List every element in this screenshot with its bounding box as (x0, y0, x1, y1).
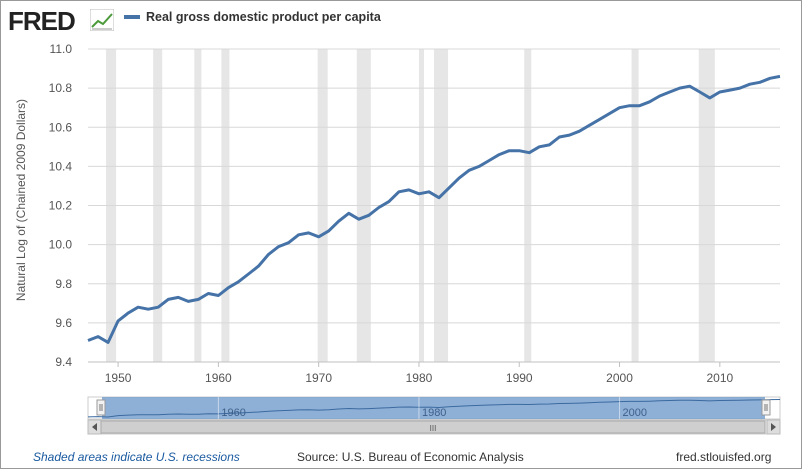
fred-logo-graph-icon (90, 9, 114, 31)
arrow-right-icon (771, 423, 776, 431)
scrollbar-grip: III (430, 424, 437, 433)
navigator-right-handle[interactable] (761, 399, 771, 416)
y-tick-label: 9.4 (55, 355, 72, 369)
navigator-left-handle[interactable] (96, 399, 106, 416)
x-tick-label: 1950 (105, 371, 132, 385)
chart-legend[interactable]: Real gross domestic product per capita (124, 10, 381, 24)
x-tick-label: 1980 (406, 371, 433, 385)
series-line (87, 74, 781, 344)
x-axis-ticks: 1950 1960 1970 1980 1990 2000 2010 (88, 361, 780, 385)
x-tick-label: 2010 (706, 371, 733, 385)
fred-logo[interactable]: FRED (8, 6, 76, 36)
x-tick-label: 2000 (606, 371, 633, 385)
legend-label: Real gross domestic product per capita (146, 10, 381, 24)
y-tick-label: 11.0 (50, 42, 73, 56)
y-axis-ticks: 9.4 9.6 9.8 10.0 10.2 10.4 10.6 10.8 11.0 (49, 42, 73, 369)
site-link[interactable]: fred.stlouisfed.org (676, 450, 772, 464)
x-tick-label: 1960 (205, 371, 232, 385)
navigator-series-line (87, 399, 781, 418)
scrollbar-thumb[interactable] (100, 420, 766, 434)
navigator-tick-label: 1980 (422, 407, 446, 419)
y-tick-label: 10.6 (49, 120, 73, 134)
legend-swatch (124, 15, 140, 19)
x-tick-label: 1990 (506, 371, 533, 385)
x-tick-label: 1970 (305, 371, 332, 385)
y-tick-label: 9.8 (55, 277, 72, 291)
recession-note: Shaded areas indicate U.S. recessions (33, 450, 240, 464)
y-axis-label: Natural Log of (Chained 2009 Dollars) (14, 99, 28, 301)
y-tick-label: 10.4 (49, 159, 73, 173)
source-text: Source: U.S. Bureau of Economic Analysis (297, 450, 524, 464)
navigator-ticks: 1960 1980 2000 (217, 397, 647, 419)
y-tick-label: 10.0 (49, 238, 73, 252)
arrow-left-icon (92, 423, 97, 431)
navigator-tick-label: 1960 (221, 407, 245, 419)
y-tick-label: 10.8 (49, 81, 73, 95)
navigator-tick-label: 2000 (623, 407, 647, 419)
y-tick-label: 9.6 (55, 316, 72, 330)
y-tick-label: 10.2 (49, 199, 73, 213)
